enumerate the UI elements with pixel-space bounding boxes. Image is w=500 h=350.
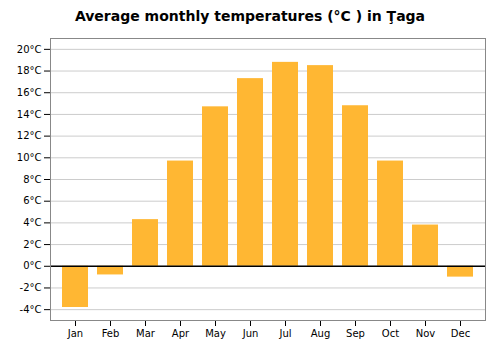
svg-text:Aug: Aug [311,328,331,339]
svg-text:20°C: 20°C [17,44,42,55]
svg-text:10°C: 10°C [17,152,42,163]
svg-text:Oct: Oct [382,328,399,339]
svg-text:Mar: Mar [136,328,156,339]
svg-text:May: May [205,328,226,339]
svg-text:-2°C: -2°C [20,282,42,293]
svg-text:Feb: Feb [102,328,120,339]
svg-text:16°C: 16°C [17,87,42,98]
svg-text:8°C: 8°C [23,174,41,185]
svg-text:Sep: Sep [346,328,365,339]
svg-text:Nov: Nov [416,328,436,339]
svg-text:0°C: 0°C [23,260,41,271]
svg-text:12°C: 12°C [17,130,42,141]
svg-text:-4°C: -4°C [20,304,42,315]
svg-text:14°C: 14°C [17,109,42,120]
svg-text:4°C: 4°C [23,217,41,228]
svg-text:Jul: Jul [278,328,291,339]
svg-text:Jun: Jun [242,328,259,339]
svg-text:2°C: 2°C [23,239,41,250]
svg-text:Jan: Jan [67,328,83,339]
html-text:Average monthly temperatures (: Average monthly temperatures (°C ) in Ţa… [74,8,426,24]
svg-text:Dec: Dec [451,328,470,339]
svg-text:6°C: 6°C [23,195,41,206]
svg-text:18°C: 18°C [17,65,42,76]
svg-text:Apr: Apr [172,328,190,339]
